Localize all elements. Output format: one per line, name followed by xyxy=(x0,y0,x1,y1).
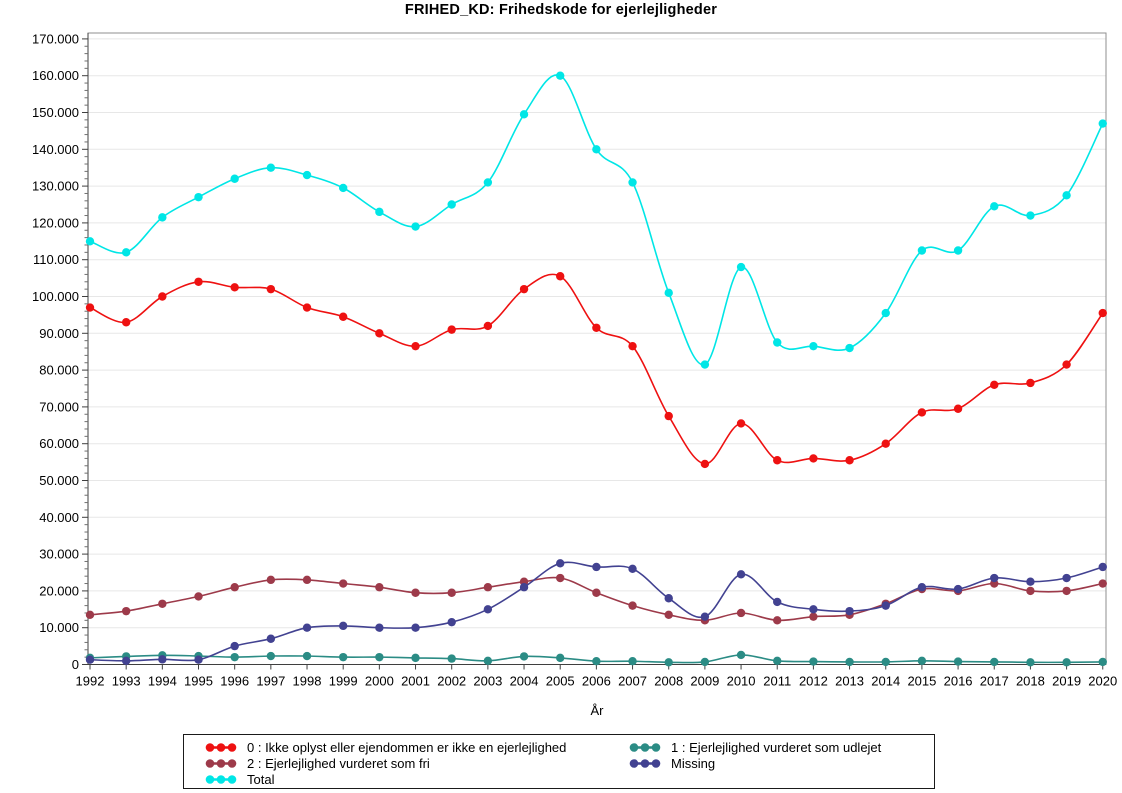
legend-marker-icon xyxy=(205,758,237,768)
svg-text:1999: 1999 xyxy=(329,674,358,689)
svg-text:2017: 2017 xyxy=(980,674,1009,689)
svg-text:100.000: 100.000 xyxy=(32,289,79,304)
svg-text:2019: 2019 xyxy=(1052,674,1081,689)
svg-text:0: 0 xyxy=(72,657,79,672)
legend-label: 2 : Ejerlejlighed vurderet som fri xyxy=(247,755,430,771)
legend-item-4: Total xyxy=(204,771,628,787)
gridlines xyxy=(88,38,1106,629)
series-3 xyxy=(85,559,1107,666)
series-1 xyxy=(85,650,1107,667)
legend-label: Total xyxy=(247,771,275,787)
svg-text:2002: 2002 xyxy=(437,674,466,689)
svg-text:140.000: 140.000 xyxy=(32,142,79,157)
y-axis-ticks xyxy=(82,38,88,665)
svg-text:2005: 2005 xyxy=(546,674,575,689)
svg-text:1994: 1994 xyxy=(148,674,177,689)
legend-marker-icon xyxy=(205,774,237,784)
svg-text:2008: 2008 xyxy=(654,674,683,689)
series-2 xyxy=(85,573,1107,625)
svg-text:2006: 2006 xyxy=(582,674,611,689)
legend-label: Missing xyxy=(671,755,716,771)
legend-item-0: 0 : Ikke oplyst eller ejendommen er ikke… xyxy=(204,739,628,755)
svg-text:120.000: 120.000 xyxy=(32,215,79,230)
svg-text:110.000: 110.000 xyxy=(33,252,79,267)
svg-text:2011: 2011 xyxy=(763,674,791,689)
legend-label: 0 : Ikke oplyst eller ejendommen er ikke… xyxy=(247,739,567,755)
svg-text:60.000: 60.000 xyxy=(39,436,79,451)
svg-text:1995: 1995 xyxy=(184,674,213,689)
x-axis-title: År xyxy=(590,703,604,718)
svg-text:2015: 2015 xyxy=(907,674,936,689)
svg-text:1996: 1996 xyxy=(220,674,249,689)
svg-text:1997: 1997 xyxy=(256,674,285,689)
svg-text:2012: 2012 xyxy=(799,674,828,689)
svg-text:2001: 2001 xyxy=(401,674,430,689)
svg-text:70.000: 70.000 xyxy=(39,399,79,414)
series-0 xyxy=(85,272,1107,469)
y-axis-labels: 0 10.000 20.000 30.000 40.000 50.000 60.000 70.… xyxy=(32,31,79,672)
chart-title: FRIHED_KD: Frihedskode for ejerlejlighed… xyxy=(404,2,718,18)
svg-text:40.000: 40.000 xyxy=(39,510,79,525)
legend-item-1: 1 : Ejerlejlighed vurderet som udlejet xyxy=(628,739,934,755)
svg-text:2004: 2004 xyxy=(510,674,539,689)
legend-marker-icon xyxy=(629,742,661,752)
legend-label: 1 : Ejerlejlighed vurderet som udlejet xyxy=(671,739,882,755)
svg-text:10.000: 10.000 xyxy=(39,620,79,635)
svg-text:1993: 1993 xyxy=(112,674,141,689)
legend-marker-icon xyxy=(205,742,237,752)
svg-text:2013: 2013 xyxy=(835,674,864,689)
legend-item-2: 2 : Ejerlejlighed vurderet som fri xyxy=(204,755,628,771)
svg-text:1992: 1992 xyxy=(76,674,105,689)
svg-text:80.000: 80.000 xyxy=(39,363,79,378)
legend-box: 0 : Ikke oplyst eller ejendommen er ikke… xyxy=(183,734,935,789)
svg-text:90.000: 90.000 xyxy=(39,326,79,341)
legend-marker-icon xyxy=(629,758,661,768)
svg-text:2003: 2003 xyxy=(473,674,502,689)
svg-text:2016: 2016 xyxy=(944,674,973,689)
svg-text:160.000: 160.000 xyxy=(32,68,79,83)
legend-item-3: Missing xyxy=(628,755,934,771)
series-4 xyxy=(85,71,1107,369)
chart-plot-area: 0 10.000 20.000 30.000 40.000 50.000 60.000 70.… xyxy=(32,31,1118,689)
svg-text:2000: 2000 xyxy=(365,674,394,689)
svg-text:30.000: 30.000 xyxy=(39,547,79,562)
svg-text:2009: 2009 xyxy=(690,674,719,689)
svg-text:1998: 1998 xyxy=(293,674,322,689)
x-axis-labels: 1992 1993 1994 1995 1996 1997 1998 1999 2000 2001… xyxy=(76,674,1118,689)
svg-text:170.000: 170.000 xyxy=(32,31,79,46)
svg-text:2020: 2020 xyxy=(1088,674,1117,689)
svg-text:20.000: 20.000 xyxy=(39,583,79,598)
svg-text:150.000: 150.000 xyxy=(32,105,79,120)
svg-text:130.000: 130.000 xyxy=(32,179,79,194)
svg-text:2010: 2010 xyxy=(727,674,756,689)
svg-text:50.000: 50.000 xyxy=(39,473,79,488)
svg-text:2018: 2018 xyxy=(1016,674,1045,689)
svg-text:2007: 2007 xyxy=(618,674,647,689)
svg-text:2014: 2014 xyxy=(871,674,900,689)
